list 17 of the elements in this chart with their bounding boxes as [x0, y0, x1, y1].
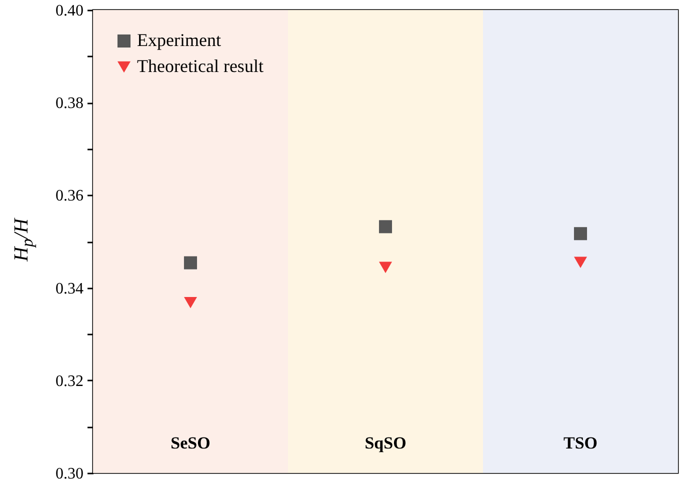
y-tick-label: 0.36 [56, 188, 84, 205]
point [378, 220, 392, 234]
point [184, 296, 198, 308]
legend-label: Experiment [137, 30, 221, 50]
x-tick-label: SeSO [170, 434, 210, 452]
point [378, 262, 392, 274]
y-tick-label: 0.32 [56, 372, 84, 390]
x-tick-label: SqSO [364, 434, 406, 452]
point [184, 256, 198, 270]
point [574, 256, 588, 268]
y-tick-label: 0.34 [56, 280, 84, 298]
text: 0.40 [56, 2, 84, 20]
text: 0.30 [56, 466, 84, 482]
y-tick-label: 0.38 [56, 95, 84, 112]
point [574, 227, 588, 240]
legend-label: Theoretical result [137, 56, 264, 76]
x-tick-label: TSO [563, 434, 598, 452]
